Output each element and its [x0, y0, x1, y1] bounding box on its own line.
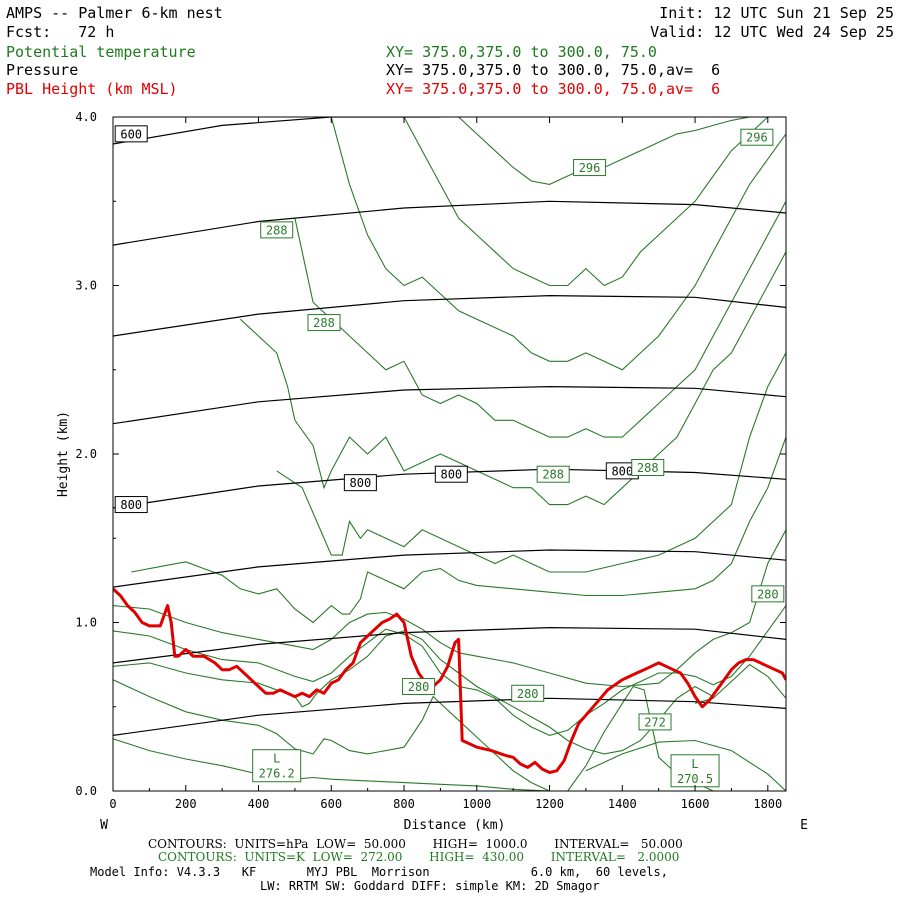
theta-contour-line: [276, 352, 786, 573]
pressure-label: 800: [120, 498, 142, 512]
theta-label-box: [511, 684, 545, 702]
theta-contour-line: [585, 739, 786, 791]
theta-label: 280: [517, 687, 539, 701]
axes: 0 200 400 600 800 1000 1200 1400 1600 1800 0.0 1.0 2…: [56, 110, 808, 833]
theta-contour-line: [294, 201, 786, 438]
theta-label-box: [260, 221, 294, 239]
theta-label: 296: [746, 131, 768, 145]
variable-theta: Potential temperature: [6, 43, 196, 61]
east-label: E: [800, 818, 808, 833]
theta-contour-line: [113, 605, 786, 736]
theta-contour-line: [239, 251, 786, 506]
low-center-value: 276.2: [259, 767, 295, 781]
chart-title: AMPS -- Palmer 6-km nest: [6, 4, 223, 22]
pressure-label-box: [343, 474, 377, 492]
cross-section-chart: 600 800 800 800 800 296 296 288 288 288 288 280 280 2…: [56, 110, 808, 833]
theta-label: 272: [644, 715, 666, 729]
pbl-height-line: [113, 587, 786, 774]
x-tick-label: 1800: [753, 797, 782, 811]
pressure-label: 800: [611, 464, 633, 478]
variable-pbl: PBL Height (km MSL): [6, 80, 178, 98]
theta-label-box: [740, 128, 774, 146]
theta-contour-line: [113, 738, 550, 791]
pressure-contour-line: [113, 200, 786, 246]
theta-label: 288: [266, 223, 288, 237]
theta-contour-line: [694, 663, 786, 704]
xsection-pbl: XY= 375.0,375.0 to 300.0, 75.0,av= 6: [386, 80, 721, 98]
theta-contour-line: [113, 679, 550, 791]
pressure-contour-line: [113, 468, 786, 509]
theta-label-box: [536, 465, 570, 483]
theta-label-box: [573, 159, 607, 177]
pressure-label: 600: [120, 127, 142, 141]
x-tick-label: 1000: [462, 797, 491, 811]
x-tick-label: 600: [320, 797, 342, 811]
y-tick-label: 2.0: [75, 447, 97, 461]
theta-contour-line: [403, 117, 786, 287]
theta-label-box: [307, 314, 341, 332]
low-center-box: [670, 754, 720, 788]
theta-label-box: [402, 678, 436, 696]
y-tick-label: 0.0: [75, 784, 97, 798]
pressure-label-box: [434, 465, 468, 483]
theta-label: 288: [542, 468, 564, 482]
low-center-box: [252, 749, 302, 783]
y-tick-label: 3.0: [75, 279, 97, 293]
x-tick-label: 200: [175, 797, 197, 811]
pressure-contour-line: [113, 294, 786, 337]
west-label: W: [100, 818, 108, 833]
forecast-hour: Fcst: 72 h: [6, 23, 115, 41]
y-tick-label: 4.0: [75, 110, 97, 124]
footer-theta-contours: CONTOURS: UNITS=K LOW= 272.00 HIGH= 430.…: [158, 850, 680, 864]
low-center-marker: L: [691, 757, 698, 771]
valid-time: Valid: 12 UTC Wed 24 Sep 25: [650, 23, 894, 41]
pressure-contour-line: [113, 626, 786, 664]
contour-labels: 600 800 800 800 800 296 296 288 288 288 288 280 280 2…: [114, 125, 785, 788]
x-tick-label: 800: [393, 797, 415, 811]
plot-frame: [112, 116, 787, 792]
x-tick-label: 0: [109, 797, 116, 811]
pressure-label: 800: [350, 476, 372, 490]
x-tick-label: 1200: [535, 797, 564, 811]
theta-contour-line: [131, 436, 786, 624]
theta-contour-line: [330, 117, 786, 371]
variable-pressure: Pressure: [6, 61, 79, 79]
pressure-label-box: [114, 496, 148, 514]
low-center-marker: L: [273, 752, 280, 766]
theta-label: 296: [579, 161, 601, 175]
footer-model-info: Model Info: V4.3.3 KF MYJ PBL Morrison 6…: [90, 865, 668, 879]
xsection-pressure: XY= 375.0,375.0 to 300.0, 75.0,av= 6: [386, 61, 721, 79]
x-tick-label: 400: [248, 797, 270, 811]
pressure-contour-line: [113, 697, 786, 736]
theta-label-box: [638, 713, 672, 731]
theta-label-box: [751, 585, 785, 603]
theta-label: 280: [408, 680, 430, 694]
theta-label: 288: [637, 461, 659, 475]
pressure-label: 800: [440, 468, 462, 482]
y-tick-label: 1.0: [75, 616, 97, 630]
footer-physics-info: LW: RRTM SW: Goddard DIFF: simple KM: 2D…: [260, 879, 600, 893]
x-tick-label: 1400: [608, 797, 637, 811]
low-center-value: 270.5: [677, 772, 713, 786]
footer-pressure-contours: CONTOURS: UNITS=hPa LOW= 50.000 HIGH= 10…: [148, 837, 683, 851]
theta-label: 280: [757, 587, 779, 601]
x-axis-label: Distance (km): [404, 818, 506, 833]
x-tick-label: 1600: [681, 797, 710, 811]
pressure-contour-line: [113, 549, 786, 588]
pressure-label-box: [114, 125, 148, 143]
pressure-contours: [113, 117, 786, 736]
theta-contours: [113, 117, 786, 791]
theta-label: 288: [313, 316, 335, 330]
pbl-line: [113, 587, 786, 774]
theta-label-box: [631, 458, 665, 476]
y-axis-label: Height (km): [56, 411, 71, 497]
pressure-contour-line: [113, 117, 441, 145]
init-time: Init: 12 UTC Sun 21 Sep 25: [659, 4, 894, 22]
pressure-contour-line: [113, 385, 786, 425]
xsection-theta: XY= 375.0,375.0 to 300.0, 75.0: [386, 43, 657, 61]
